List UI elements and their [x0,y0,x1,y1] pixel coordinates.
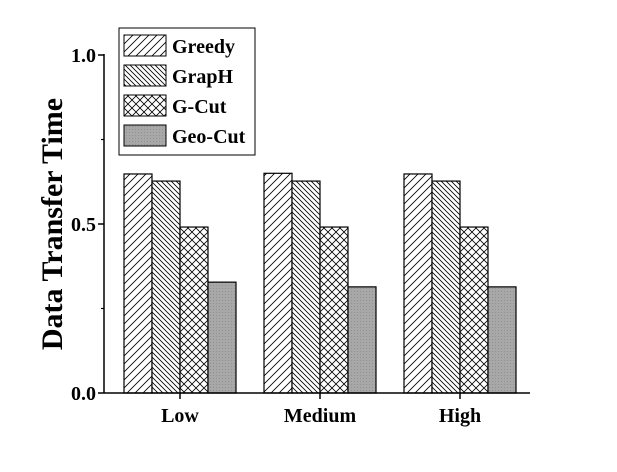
bar-g-cut-high [459,226,489,394]
legend-label-greedy: Greedy [172,36,235,58]
legend-swatch-graph [123,64,167,87]
legend-swatch-geo-cut [123,124,167,147]
legend-swatch-greedy [123,34,167,57]
bar-graph-low [151,180,181,394]
bars-group [123,172,517,394]
bar-g-cut-medium [319,226,349,394]
bar-geo-cut-high [487,286,517,394]
y-ticks-group: 0.0 0.5 1.0 [71,45,104,405]
bar-greedy-high [403,173,433,394]
bar-geo-cut-low [207,281,237,394]
y-tick-label: 1.0 [71,45,96,67]
legend-label-geo-cut: Geo-Cut [172,126,246,148]
bar-graph-high [431,180,461,394]
bar-greedy-low [123,173,153,394]
x-tick-label: High [439,405,481,427]
y-tick-label: 0.5 [71,214,96,236]
bar-geo-cut-medium [347,286,377,394]
x-tick-label: Low [161,405,199,427]
y-axis-label: Data Transfer Time [36,98,69,350]
legend-swatch-g-cut [123,94,167,117]
x-tick-label: Medium [284,405,357,427]
x-ticks-group: Low Medium High [161,393,481,427]
y-tick-label: 0.0 [71,383,96,405]
legend: Greedy GrapH G-Cut Geo-Cut [118,27,256,156]
bar-g-cut-low [179,226,209,394]
legend-label-graph: GrapH [172,66,234,88]
bar-graph-medium [291,180,321,394]
legend-label-g-cut: G-Cut [172,96,227,118]
bar-greedy-medium [263,172,293,394]
